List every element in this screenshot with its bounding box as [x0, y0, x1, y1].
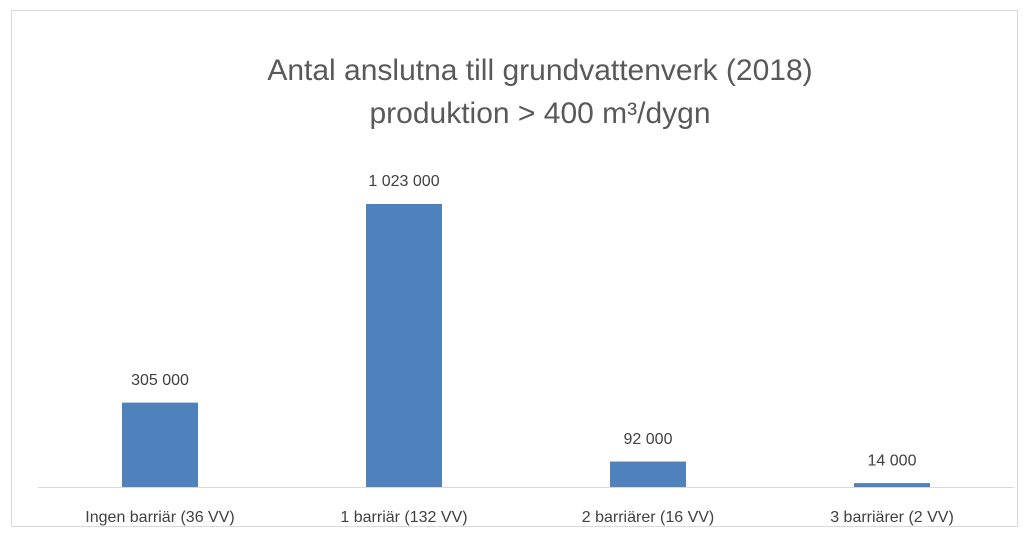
bar [610, 461, 686, 487]
data-label: 305 000 [131, 372, 189, 389]
bar [854, 483, 930, 487]
chart-title: produktion > 400 m³/dygn [369, 97, 710, 130]
chart-title: Antal anslutna till grundvattenverk (201… [267, 54, 812, 87]
x-tick-label: 2 barriärer (16 VV) [582, 509, 715, 526]
x-tick-label: 1 barriär (132 VV) [340, 509, 467, 526]
x-tick-label: Ingen barriär (36 VV) [85, 509, 234, 526]
bar [366, 203, 442, 487]
data-label: 1 023 000 [368, 173, 439, 190]
x-tick-label: 3 barriärer (2 VV) [830, 509, 954, 526]
data-label: 92 000 [624, 431, 673, 448]
data-label: 14 000 [868, 452, 917, 469]
bar [122, 402, 198, 487]
